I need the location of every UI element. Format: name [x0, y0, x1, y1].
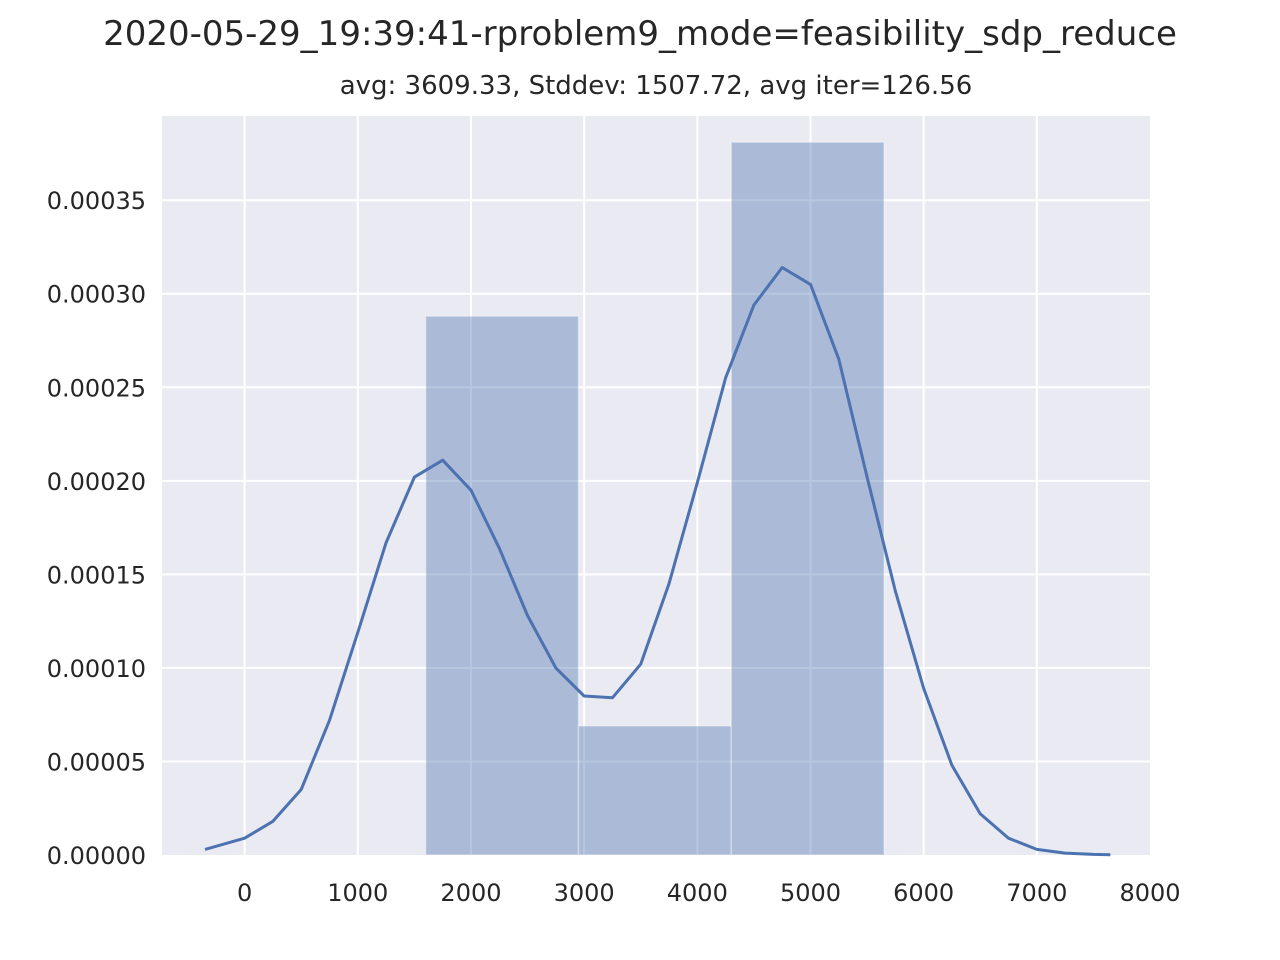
histogram-bars — [424, 141, 885, 856]
x-axis-tick-labels: 0 1000 2000 3000 4000 5000 6000 7000 8000 — [237, 879, 1181, 907]
plot-area — [162, 116, 1150, 855]
x-tick-label: 3000 — [554, 879, 615, 907]
x-tick-label: 4000 — [667, 879, 728, 907]
y-tick-label: 0.00005 — [47, 748, 146, 776]
y-tick-label: 0.00010 — [47, 655, 146, 683]
histogram-bar — [424, 315, 580, 856]
x-tick-label: 2000 — [440, 879, 501, 907]
y-tick-label: 0.00020 — [47, 468, 146, 496]
y-tick-label: 0.00030 — [47, 281, 146, 309]
histogram-bar — [577, 725, 733, 856]
x-tick-label: 0 — [237, 879, 252, 907]
x-tick-label: 8000 — [1119, 879, 1180, 907]
y-tick-label: 0.00015 — [47, 561, 146, 589]
x-tick-label: 7000 — [1006, 879, 1067, 907]
y-tick-label: 0.00025 — [47, 374, 146, 402]
y-tick-label: 0.00035 — [47, 187, 146, 215]
density-curve — [204, 266, 1111, 857]
y-tick-label: 0.00000 — [47, 842, 146, 870]
chart-title: 2020-05-29_19:39:41-rproblem9_mode=feasi… — [103, 14, 1177, 54]
chart-subtitle: avg: 3609.33, Stddev: 1507.72, avg iter=… — [339, 71, 973, 101]
x-tick-label: 6000 — [893, 879, 954, 907]
y-axis-tick-labels: 0.00000 0.00005 0.00010 0.00015 0.00020 0.000… — [47, 187, 146, 870]
histogram-bar — [730, 141, 885, 856]
x-tick-label: 5000 — [780, 879, 841, 907]
x-tick-label: 1000 — [327, 879, 388, 907]
